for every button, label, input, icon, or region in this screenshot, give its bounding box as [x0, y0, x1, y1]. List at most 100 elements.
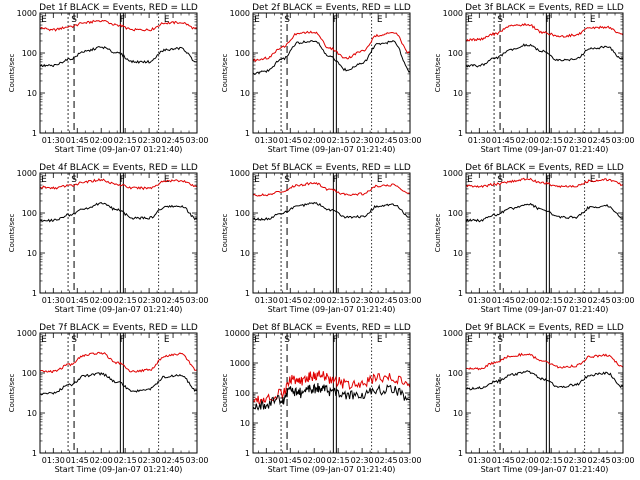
x-tick-label: 02:00: [90, 136, 113, 145]
x-tick-label: 02:15: [114, 456, 137, 465]
x-axis-label: Start Time (09-Jan-07 01:21:40): [55, 305, 183, 314]
chart-panel-8: Det 8f BLACK = Events, RED = LLD Counts/s…: [221, 323, 422, 474]
x-tick-label: 02:15: [114, 296, 137, 305]
series-lld-line: [40, 177, 198, 191]
x-tick-label: 02:00: [303, 136, 326, 145]
x-tick-label: 02:45: [375, 296, 398, 305]
series-lld-line: [40, 351, 198, 374]
marker-label: E: [254, 15, 260, 25]
x-tick-label: 02:30: [351, 136, 374, 145]
x-tick-label: 02:30: [351, 456, 374, 465]
marker-label: E: [467, 15, 473, 25]
plot-frame: [39, 12, 198, 134]
marker-label: E: [590, 175, 596, 185]
series-lld-line: [466, 352, 624, 371]
x-tick-label: 02:15: [327, 136, 350, 145]
y-tick-label: 100: [448, 369, 463, 378]
plot-frame: [465, 12, 624, 134]
y-tick-label: 10: [240, 419, 250, 428]
y-tick-label: 10: [27, 409, 37, 418]
x-tick-label: 02:15: [540, 296, 563, 305]
x-tick-label: 02:00: [90, 456, 113, 465]
x-axis-label: Start Time (09-Jan-07 01:21:40): [268, 305, 396, 314]
plot-frame: [252, 332, 411, 454]
panel-title: Det 2f BLACK = Events, RED = LLD: [252, 3, 411, 13]
x-tick-label: 01:30: [468, 296, 491, 305]
x-tick-label: 01:30: [255, 456, 278, 465]
plot-frame: [39, 172, 198, 294]
x-tick-label: 01:45: [492, 296, 515, 305]
x-tick-label: 02:00: [516, 296, 539, 305]
x-tick-label: 02:00: [90, 296, 113, 305]
x-tick-label: 02:45: [588, 456, 611, 465]
y-tick-label: 100: [235, 209, 250, 218]
marker-label: E: [377, 175, 383, 185]
x-tick-label: 01:45: [279, 136, 302, 145]
x-tick-label: 02:45: [162, 136, 185, 145]
marker-label: S: [284, 15, 290, 25]
y-tick-label: 1000: [230, 9, 250, 18]
marker-label: F: [120, 175, 125, 185]
plot-frame: [465, 172, 624, 294]
x-tick-label: 01:30: [255, 136, 278, 145]
x-tick-label: 01:45: [279, 456, 302, 465]
y-tick-label: 100: [448, 209, 463, 218]
x-axis-label: Start Time (09-Jan-07 01:21:40): [55, 465, 183, 474]
y-axis-label: Counts/sec: [221, 54, 229, 93]
x-tick-label: 02:15: [327, 296, 350, 305]
plot-frame: [465, 332, 624, 454]
x-tick-label: 01:45: [66, 136, 89, 145]
plot-frame: [252, 12, 411, 134]
y-tick-label: 1000: [443, 9, 463, 18]
series-lld-line: [253, 30, 411, 63]
x-tick-label: 01:30: [255, 296, 278, 305]
y-tick-label: 100: [235, 49, 250, 58]
y-tick-label: 100: [22, 369, 37, 378]
x-tick-label: 03:00: [185, 456, 208, 465]
x-tick-label: 02:45: [588, 296, 611, 305]
y-tick-label: 1: [458, 289, 463, 298]
y-axis-label: Counts/sec: [434, 374, 442, 413]
series-events-line: [253, 40, 411, 75]
y-tick-label: 10: [453, 249, 463, 258]
marker-label: E: [254, 175, 260, 185]
x-tick-label: 01:45: [279, 296, 302, 305]
x-tick-label: 01:30: [468, 136, 491, 145]
y-tick-label: 100: [22, 49, 37, 58]
marker-label: E: [41, 15, 47, 25]
chart-panel-5: Det 5f BLACK = Events, RED = LLD Counts/s…: [221, 163, 422, 314]
chart-panel-4: Det 4f BLACK = Events, RED = LLD Counts/s…: [8, 163, 209, 314]
y-axis-label: Counts/sec: [8, 214, 16, 253]
panel-title: Det 9f BLACK = Events, RED = LLD: [465, 323, 624, 333]
series-lld-line: [253, 181, 411, 197]
y-tick-label: 10: [453, 409, 463, 418]
marker-label: E: [467, 335, 473, 345]
marker-label: E: [254, 335, 260, 345]
x-tick-label: 02:30: [564, 136, 587, 145]
marker-label: E: [590, 15, 596, 25]
y-tick-label: 10: [240, 89, 250, 98]
panel-title: Det 4f BLACK = Events, RED = LLD: [39, 163, 198, 173]
marker-label: F: [546, 15, 551, 25]
series-events-line: [466, 202, 624, 223]
y-tick-label: 1000: [17, 329, 37, 338]
panel-title: Det 3f BLACK = Events, RED = LLD: [465, 3, 624, 13]
marker-label: F: [333, 15, 338, 25]
marker-label: E: [590, 335, 596, 345]
x-tick-label: 01:45: [492, 136, 515, 145]
series-events-line: [40, 202, 198, 223]
series-events-line: [466, 43, 624, 68]
y-axis-label: Counts/sec: [434, 54, 442, 93]
y-axis-label: Counts/sec: [221, 214, 229, 253]
x-tick-label: 02:15: [540, 136, 563, 145]
marker-label: E: [41, 175, 47, 185]
marker-label: S: [71, 175, 77, 185]
x-tick-label: 01:30: [42, 136, 65, 145]
x-tick-label: 02:00: [516, 136, 539, 145]
marker-label: E: [377, 15, 383, 25]
y-tick-label: 10: [453, 89, 463, 98]
y-tick-label: 1: [32, 129, 37, 138]
marker-label: S: [284, 175, 290, 185]
x-tick-label: 02:30: [564, 456, 587, 465]
series-lld-line: [466, 22, 624, 42]
